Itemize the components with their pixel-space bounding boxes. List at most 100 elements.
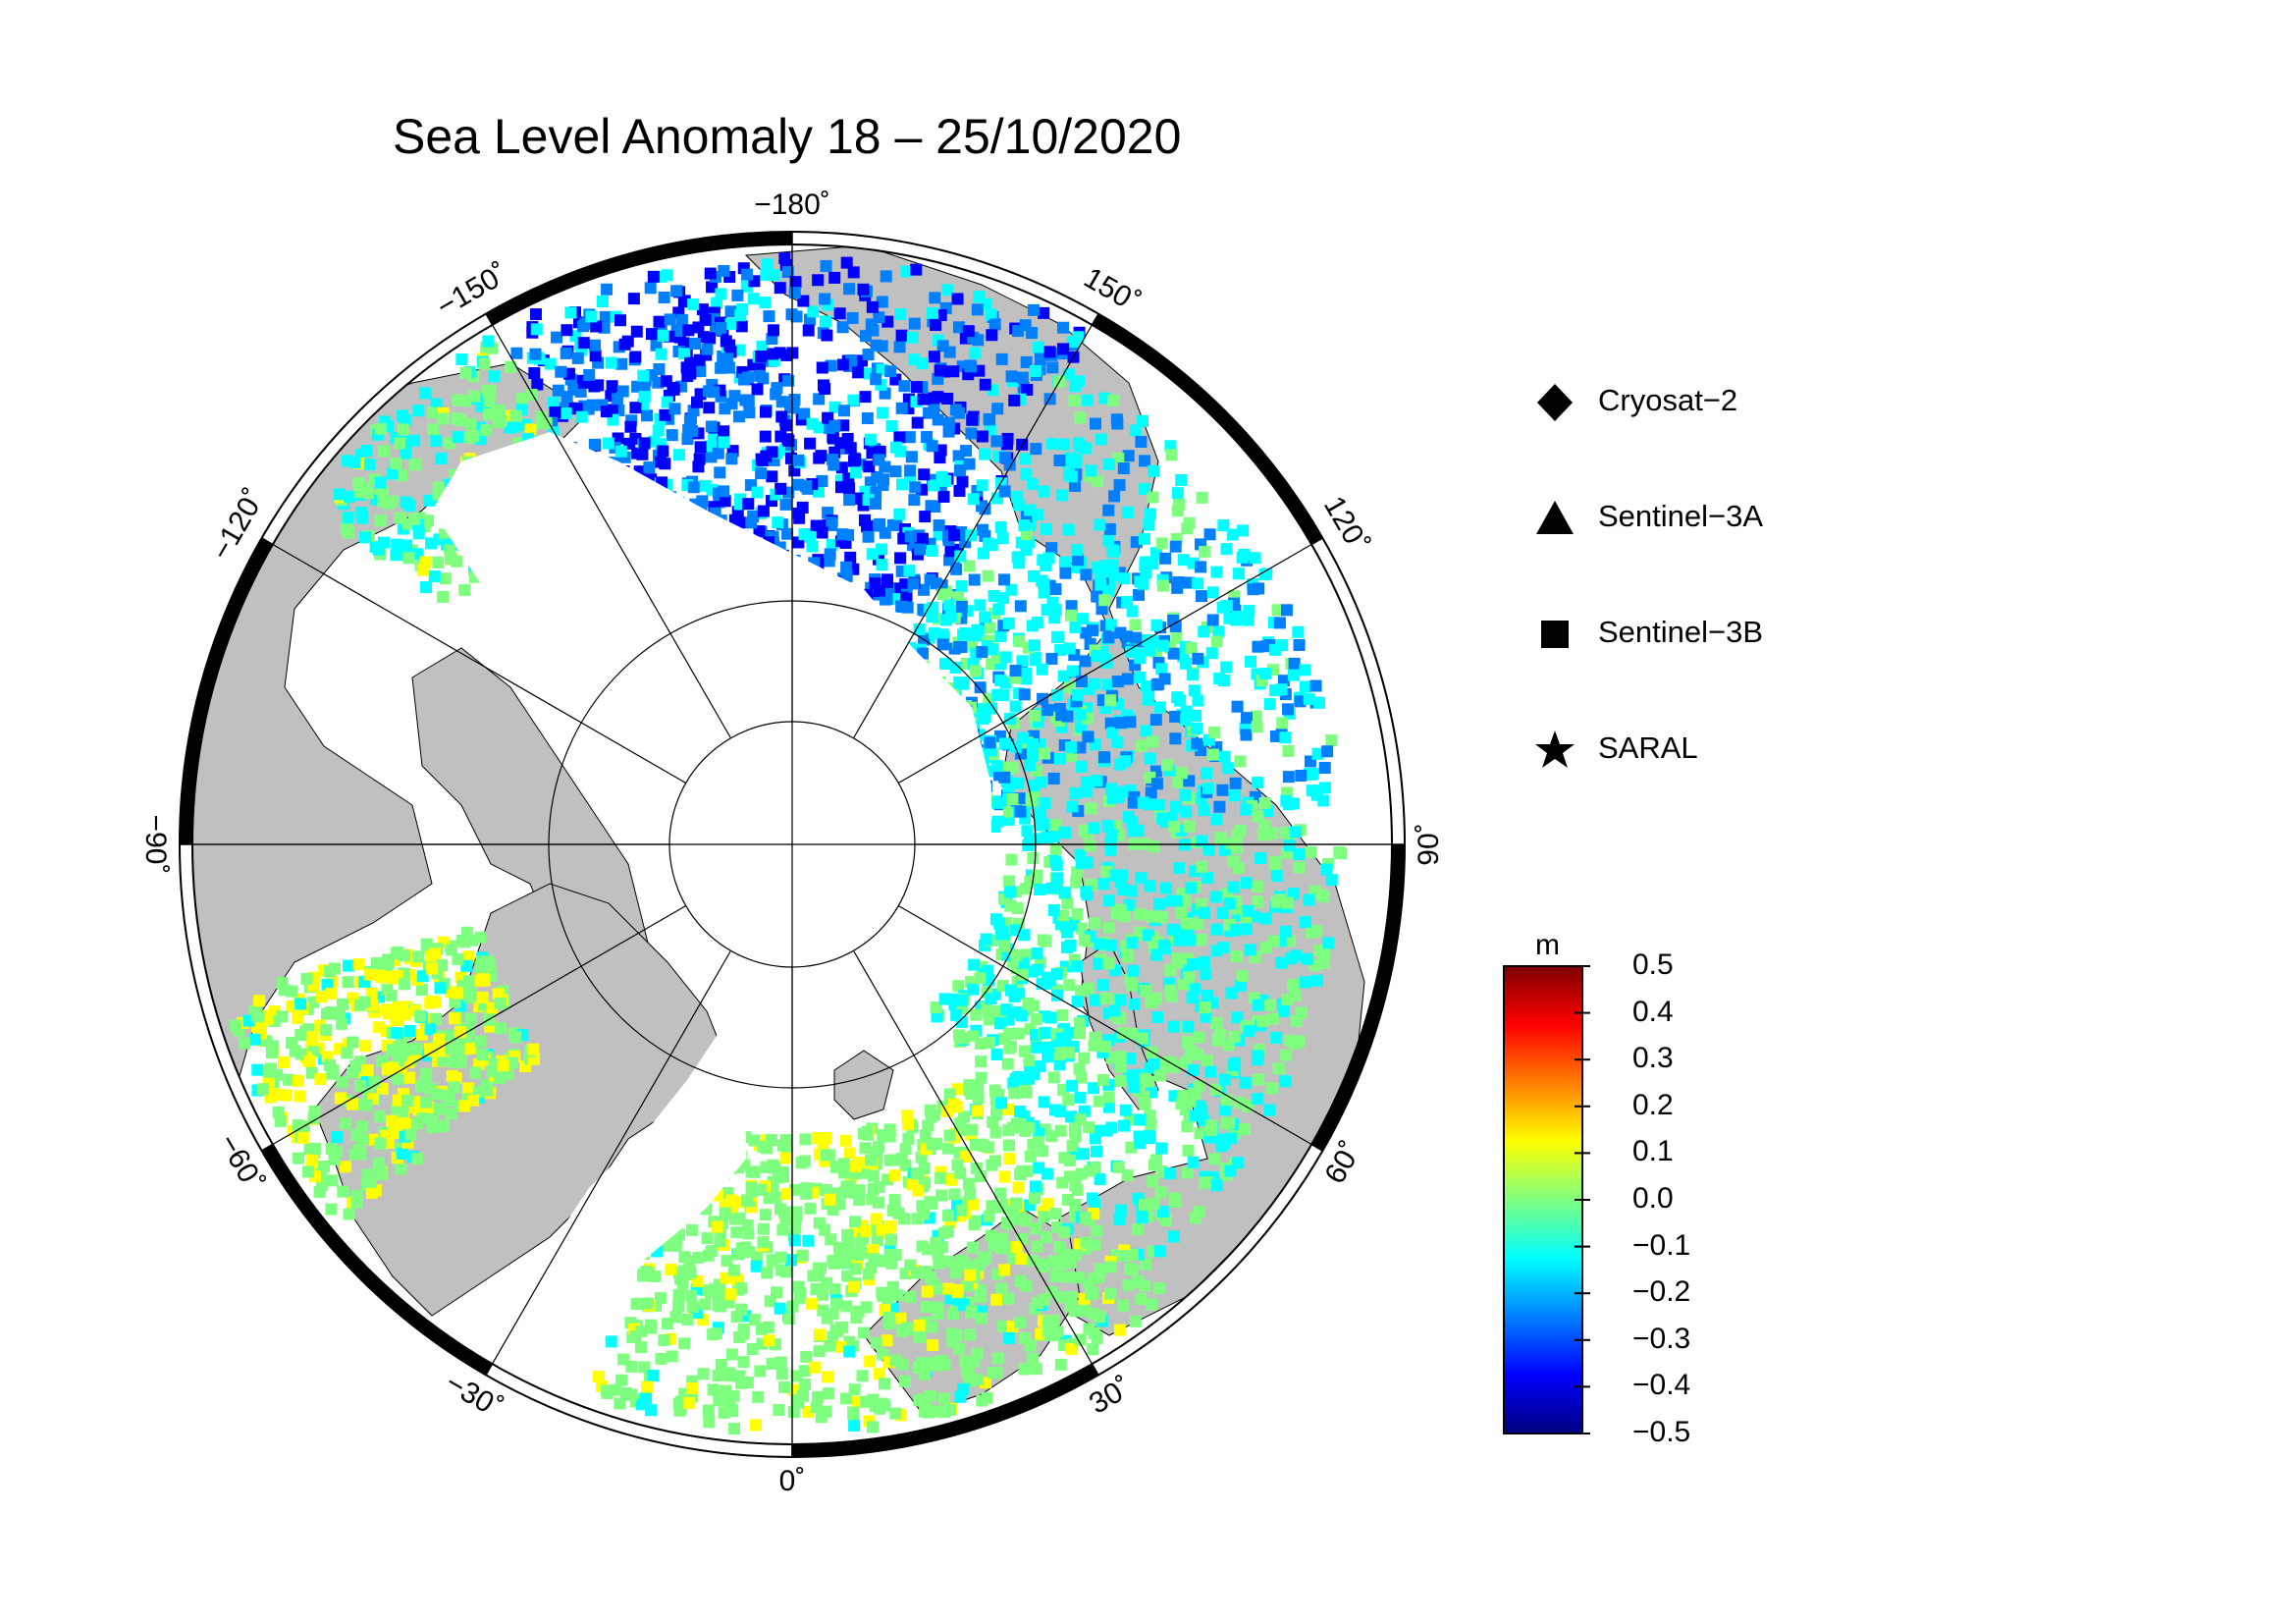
sla-mark bbox=[873, 311, 885, 324]
sla-mark bbox=[396, 1106, 408, 1118]
sla-mark bbox=[1270, 870, 1283, 883]
sla-mark bbox=[989, 1201, 1002, 1214]
sla-mark bbox=[1203, 528, 1216, 541]
sla-mark bbox=[1030, 443, 1042, 456]
sla-mark bbox=[481, 384, 494, 397]
sla-mark bbox=[733, 344, 746, 356]
sla-mark bbox=[1073, 375, 1086, 388]
sla-mark bbox=[788, 287, 801, 299]
sla-mark bbox=[446, 1069, 458, 1082]
sla-mark bbox=[1024, 759, 1037, 772]
sla-mark bbox=[848, 1383, 861, 1396]
sla-mark bbox=[1118, 572, 1131, 585]
sla-mark bbox=[386, 467, 399, 480]
sla-mark bbox=[1002, 1124, 1015, 1137]
sla-mark bbox=[1200, 968, 1212, 981]
sla-mark bbox=[230, 1019, 242, 1032]
sla-mark bbox=[756, 455, 769, 467]
sla-mark bbox=[1325, 734, 1338, 747]
sla-mark bbox=[1133, 1130, 1146, 1143]
sla-mark bbox=[1256, 1015, 1269, 1028]
sla-mark bbox=[870, 339, 882, 352]
sla-mark bbox=[798, 407, 811, 420]
sla-mark bbox=[393, 437, 405, 450]
sla-mark bbox=[1069, 621, 1082, 633]
sla-mark bbox=[988, 318, 1001, 331]
sla-mark bbox=[1239, 1076, 1252, 1089]
sla-mark bbox=[864, 433, 877, 446]
sla-mark bbox=[1168, 1192, 1181, 1205]
sla-mark bbox=[1013, 635, 1026, 648]
sla-mark bbox=[458, 1100, 471, 1112]
sla-mark bbox=[1064, 1110, 1077, 1123]
sla-mark bbox=[1012, 1027, 1025, 1040]
sla-mark bbox=[1108, 490, 1121, 503]
sla-mark bbox=[1071, 866, 1084, 879]
sla-mark bbox=[1114, 1075, 1127, 1088]
sla-mark bbox=[1183, 576, 1196, 589]
sla-mark bbox=[908, 494, 921, 507]
sla-mark bbox=[956, 676, 969, 688]
sla-mark bbox=[884, 1233, 897, 1246]
sla-mark bbox=[1201, 871, 1214, 884]
sla-mark bbox=[728, 390, 741, 403]
sla-mark bbox=[1097, 751, 1110, 764]
sla-mark bbox=[1035, 808, 1047, 821]
sla-mark bbox=[1074, 708, 1087, 721]
sla-mark bbox=[448, 1012, 460, 1025]
sla-mark bbox=[724, 317, 737, 330]
sla-mark bbox=[478, 357, 491, 370]
sla-mark bbox=[944, 610, 957, 622]
sla-mark bbox=[276, 977, 289, 990]
sla-mark bbox=[1216, 784, 1229, 796]
sla-mark bbox=[759, 430, 772, 443]
sla-mark bbox=[1032, 1297, 1044, 1310]
sla-mark bbox=[1011, 490, 1024, 503]
sla-mark bbox=[1128, 998, 1141, 1010]
sla-mark bbox=[474, 1035, 487, 1048]
sla-mark bbox=[396, 469, 408, 482]
sla-mark bbox=[1079, 655, 1092, 668]
sla-mark bbox=[1179, 788, 1192, 801]
sla-mark bbox=[864, 1154, 877, 1166]
sla-mark bbox=[505, 360, 517, 373]
sla-mark bbox=[1030, 1013, 1042, 1026]
sla-mark bbox=[917, 583, 930, 596]
sla-mark bbox=[1118, 1250, 1131, 1263]
sla-mark bbox=[1237, 524, 1250, 537]
sla-mark bbox=[1170, 631, 1183, 644]
sla-mark bbox=[1167, 1020, 1180, 1033]
sla-mark bbox=[408, 459, 421, 471]
sla-mark bbox=[478, 974, 491, 987]
sla-mark bbox=[1041, 1051, 1054, 1063]
sla-mark bbox=[1028, 639, 1041, 652]
sla-mark bbox=[1236, 551, 1249, 564]
sla-mark bbox=[386, 495, 399, 508]
sla-mark bbox=[1113, 1324, 1126, 1336]
sla-mark bbox=[888, 1154, 901, 1166]
sla-mark bbox=[1102, 504, 1115, 516]
sla-mark bbox=[712, 1369, 724, 1381]
longitude-label: −180˚ bbox=[754, 189, 830, 221]
colorbar-tick-label: 0.5 bbox=[1632, 948, 1674, 981]
sla-mark bbox=[1101, 678, 1114, 691]
sla-mark bbox=[1160, 759, 1173, 772]
sla-mark bbox=[943, 1129, 956, 1142]
sla-mark bbox=[1031, 963, 1043, 976]
sla-mark bbox=[1156, 1206, 1169, 1218]
sla-mark bbox=[955, 600, 968, 613]
sla-mark bbox=[1068, 394, 1081, 406]
sla-mark bbox=[721, 352, 734, 365]
sla-mark bbox=[1107, 394, 1120, 406]
sla-mark bbox=[921, 431, 934, 444]
sla-mark bbox=[813, 1262, 826, 1274]
sla-mark bbox=[1057, 321, 1070, 334]
sla-mark bbox=[967, 983, 980, 996]
sla-mark bbox=[694, 364, 707, 377]
sla-mark bbox=[691, 396, 704, 408]
sla-mark bbox=[846, 311, 859, 324]
sla-mark bbox=[1020, 1086, 1033, 1099]
sla-mark bbox=[1155, 1142, 1168, 1155]
sla-mark bbox=[684, 1267, 697, 1279]
sla-mark bbox=[1240, 729, 1253, 741]
